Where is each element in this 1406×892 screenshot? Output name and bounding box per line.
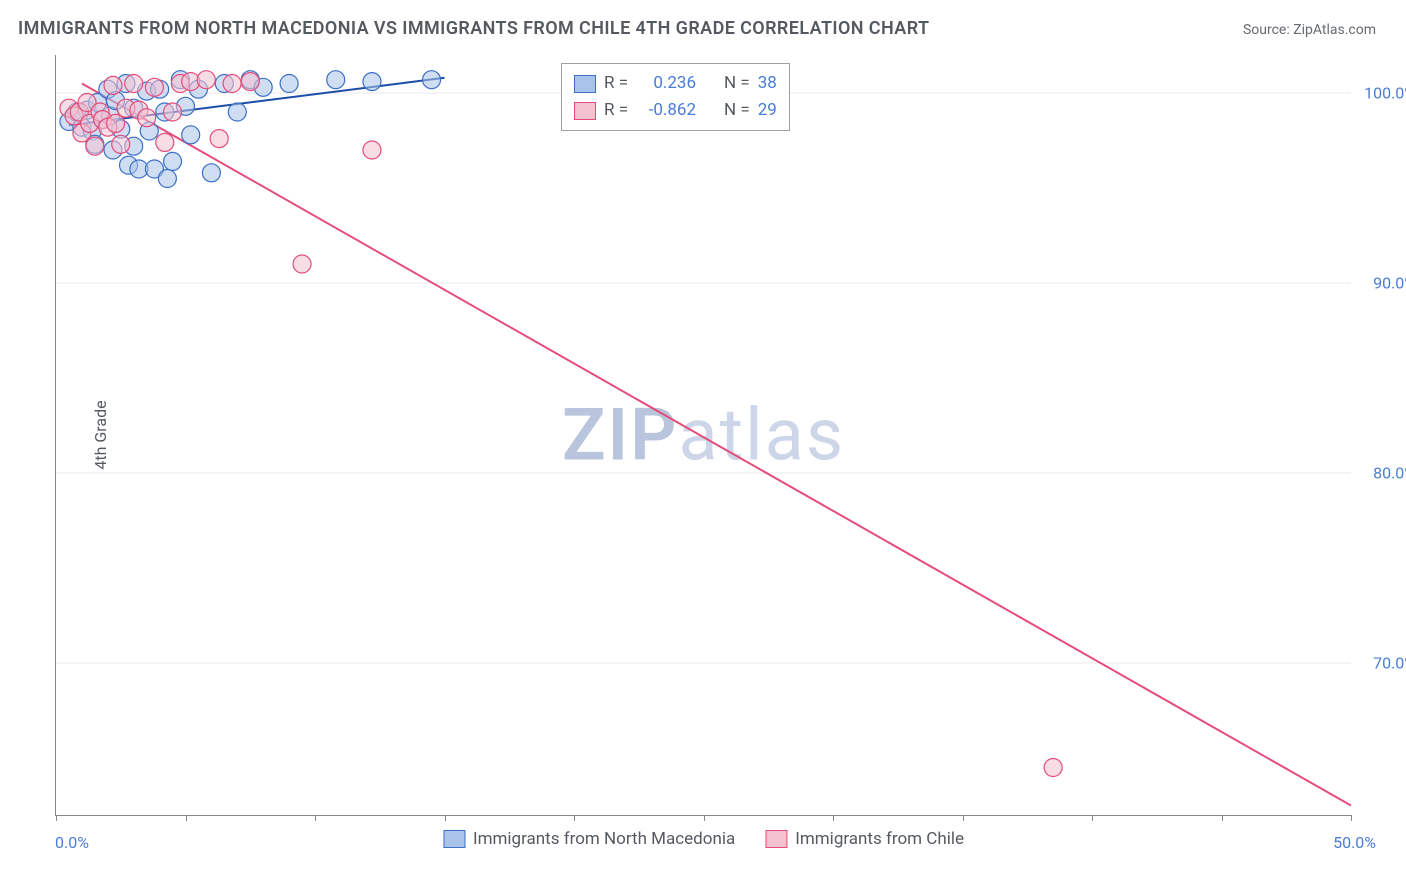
data-point xyxy=(241,73,259,91)
legend-n-label: N = xyxy=(724,70,750,97)
series-legend: Immigrants from North Macedonia Immigrant… xyxy=(443,829,964,849)
data-point xyxy=(164,103,182,121)
y-tick-label: 70.0% xyxy=(1373,654,1406,673)
chart-svg xyxy=(56,55,1351,815)
data-point xyxy=(112,135,130,153)
data-point xyxy=(156,133,174,151)
x-tick xyxy=(186,815,187,821)
data-point xyxy=(202,164,220,182)
x-tick xyxy=(1351,815,1352,821)
legend-swatch xyxy=(443,830,465,848)
data-point xyxy=(197,71,215,89)
data-point xyxy=(210,130,228,148)
data-point xyxy=(223,75,241,93)
legend-r-label: R = xyxy=(604,70,628,97)
x-tick xyxy=(315,815,316,821)
series-legend-label: Immigrants from North Macedonia xyxy=(473,829,735,849)
legend-r-value: 0.236 xyxy=(636,70,696,97)
plot-area: 4th Grade ZIPatlas 70.0%80.0%90.0%100.0%… xyxy=(55,55,1351,816)
legend-n-value: 38 xyxy=(758,70,777,97)
chart-title: IMMIGRANTS FROM NORTH MACEDONIA VS IMMIG… xyxy=(18,18,929,39)
x-tick xyxy=(963,815,964,821)
legend-swatch xyxy=(765,830,787,848)
data-point xyxy=(104,76,122,94)
y-tick-label: 100.0% xyxy=(1364,84,1406,103)
data-point xyxy=(145,78,163,96)
data-point xyxy=(228,103,246,121)
data-point xyxy=(107,114,125,132)
data-point xyxy=(138,109,156,127)
data-point xyxy=(363,73,381,91)
series-legend-item: Immigrants from Chile xyxy=(765,829,964,849)
x-tick xyxy=(833,815,834,821)
data-point xyxy=(327,71,345,89)
legend-r-value: -0.862 xyxy=(636,97,696,124)
legend-row: R = 0.236 N = 38 xyxy=(574,70,777,97)
x-tick xyxy=(574,815,575,821)
data-point xyxy=(182,126,200,144)
source-label: Source: ZipAtlas.com xyxy=(1243,22,1376,38)
data-point xyxy=(86,137,104,155)
data-point xyxy=(423,71,441,89)
y-tick-label: 80.0% xyxy=(1373,464,1406,483)
data-point xyxy=(125,75,143,93)
x-tick xyxy=(704,815,705,821)
data-point xyxy=(293,255,311,273)
legend-swatch xyxy=(574,102,596,120)
data-point xyxy=(158,170,176,188)
series-legend-label: Immigrants from Chile xyxy=(795,829,964,849)
legend-n-value: 29 xyxy=(758,97,777,124)
x-tick xyxy=(56,815,57,821)
data-point xyxy=(1044,759,1062,777)
legend-r-label: R = xyxy=(604,97,628,124)
legend-swatch xyxy=(574,75,596,93)
x-axis-min-label: 0.0% xyxy=(55,833,89,852)
y-tick-label: 90.0% xyxy=(1373,274,1406,293)
x-tick xyxy=(1222,815,1223,821)
legend-row: R = -0.862 N = 29 xyxy=(574,97,777,124)
series-legend-item: Immigrants from North Macedonia xyxy=(443,829,735,849)
correlation-legend: R = 0.236 N = 38 R = -0.862 N = 29 xyxy=(561,63,790,131)
x-axis-max-label: 50.0% xyxy=(1333,833,1376,852)
data-point xyxy=(363,141,381,159)
regression-line xyxy=(82,84,1351,806)
x-tick xyxy=(1092,815,1093,821)
data-point xyxy=(280,75,298,93)
data-point xyxy=(164,152,182,170)
x-tick xyxy=(445,815,446,821)
legend-n-label: N = xyxy=(724,97,750,124)
